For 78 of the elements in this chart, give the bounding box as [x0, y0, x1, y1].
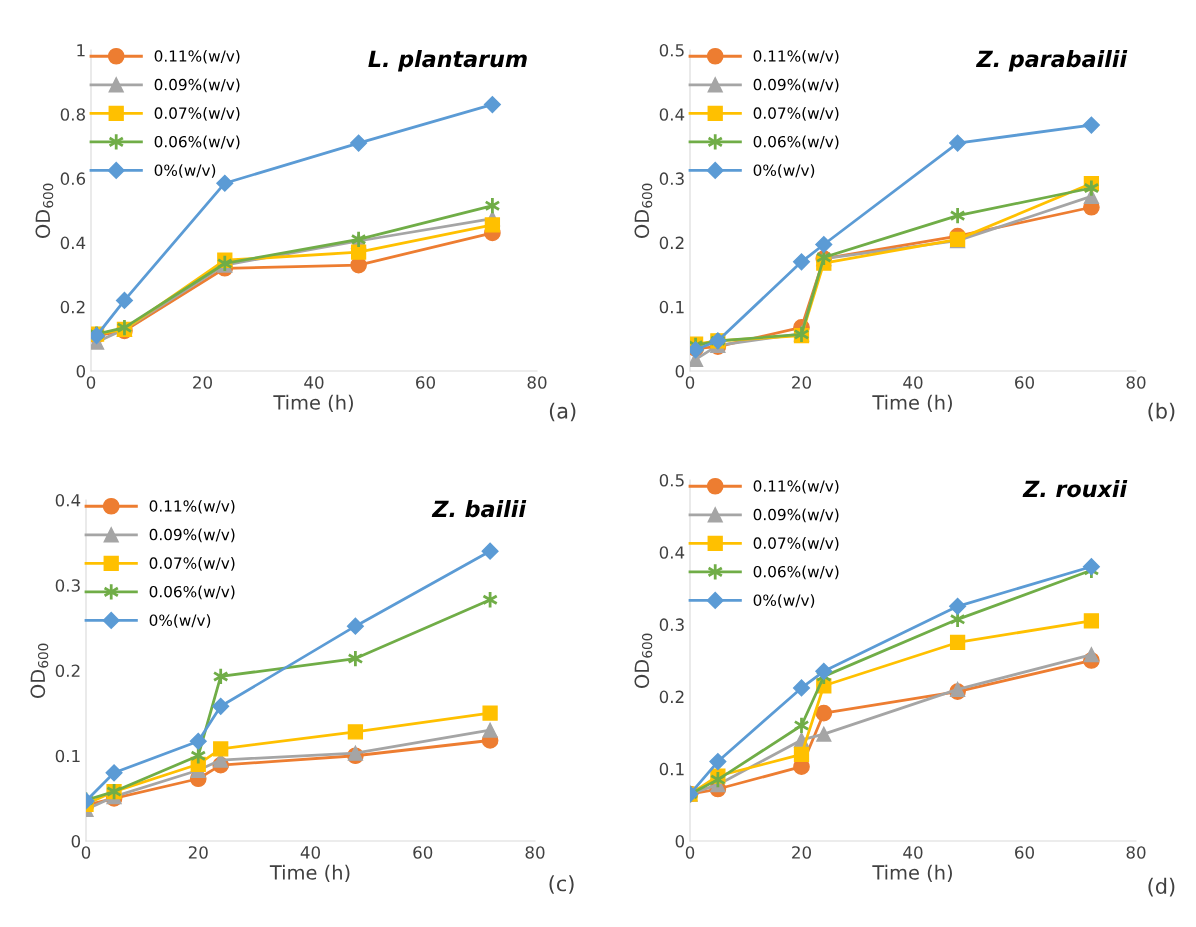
y-tick-label: 0.8 [60, 108, 85, 121]
legend-label: 0.09%(w/v) [753, 78, 839, 93]
legend-label: 0%(w/v) [753, 594, 815, 608]
legend-label: 0.11%(w/v) [154, 50, 240, 64]
y-tick-label: 0.3 [55, 579, 80, 592]
y-tick-label: 0.4 [55, 493, 81, 507]
legend-label: 0.09%(w/v) [154, 78, 240, 93]
legend-label: 0.07%(w/v) [753, 537, 839, 551]
y-tick-label: 0.4 [60, 236, 86, 250]
legend-label: 0.11%(w/v) [149, 500, 235, 514]
y-axis-title: OD$_{600}$ [35, 183, 54, 238]
x-tick-label: 60 [1015, 376, 1034, 389]
x-tick-label: 80 [1126, 846, 1146, 859]
y-tick-label: 0 [675, 364, 685, 378]
legend-label: 0%(w/v) [753, 164, 815, 178]
x-tick-label: 80 [1126, 376, 1146, 389]
text: (b) [1148, 402, 1175, 422]
y-tick-label: 0.3 [659, 618, 684, 631]
y-tick-label: 0 [76, 364, 86, 378]
chart-title: Z. bailii [431, 500, 527, 518]
text: (c) [549, 875, 574, 894]
legend-label: 0.09%(w/v) [753, 508, 839, 523]
legend-label: 0.11%(w/v) [753, 50, 839, 64]
y-tick-label: 0.4 [659, 108, 685, 121]
y-tick-label: 0.1 [659, 300, 684, 314]
x-tick-label: 0 [86, 376, 96, 389]
y-tick-label: 1 [77, 44, 85, 57]
x-tick-label: 60 [413, 846, 433, 859]
x-tick-label: 40 [304, 376, 324, 389]
x-tick-label: 40 [300, 846, 320, 859]
x-tick-label: 40 [903, 376, 923, 389]
x-tick-label: 20 [193, 376, 212, 389]
x-tick-label: 20 [188, 846, 208, 859]
x-tick-label: 0 [685, 376, 695, 389]
x-tick-label: 80 [527, 376, 547, 389]
x-tick-label: 80 [525, 846, 545, 859]
y-tick-label: 0.5 [659, 473, 684, 487]
y-tick-label: 0.2 [55, 664, 80, 678]
chart-title: Z. parabailii [975, 50, 1128, 72]
chart-title: Z. rouxii [1022, 480, 1128, 498]
y-tick-label: 0 [71, 834, 81, 848]
y-tick-label: 0.2 [659, 236, 684, 250]
legend-label: 0.06%(w/v) [753, 135, 839, 150]
x-tick-label: 20 [792, 376, 811, 389]
y-tick-label: 0.1 [55, 749, 80, 763]
y-axis-title: OD$_{600}$ [634, 633, 653, 688]
legend-label: 0%(w/v) [154, 164, 216, 178]
y-tick-label: 0.2 [60, 300, 85, 314]
y-tick-label: 0 [675, 834, 685, 848]
y-tick-label: 0.2 [659, 690, 684, 704]
x-axis-title: Time (h) [872, 864, 952, 883]
text: (a) [549, 402, 576, 422]
y-tick-label: 0.5 [659, 43, 684, 57]
y-axis-title: OD$_{600}$ [30, 643, 49, 698]
x-tick-label: 20 [792, 846, 811, 859]
y-tick-label: 0.6 [60, 172, 86, 185]
y-tick-label: 0.1 [659, 762, 684, 776]
y-axis-title: OD$_{600}$ [634, 183, 653, 238]
x-tick-label: 40 [903, 846, 923, 859]
legend-label: 0.07%(w/v) [753, 107, 839, 121]
x-axis-title: Time (h) [269, 864, 350, 883]
legend-label: 0.07%(w/v) [149, 557, 235, 571]
legend-label: 0.06%(w/v) [753, 565, 839, 580]
y-tick-label: 0.4 [659, 546, 685, 559]
legend-label: 0.09%(w/v) [149, 528, 235, 543]
legend-label: 0.06%(w/v) [154, 135, 240, 150]
x-tick-label: 60 [1015, 846, 1034, 859]
text: (d) [1148, 877, 1175, 897]
legend-label: 0.06%(w/v) [149, 585, 235, 600]
legend-label: 0.11%(w/v) [753, 480, 839, 494]
x-tick-label: 60 [416, 376, 435, 389]
x-tick-label: 0 [685, 846, 695, 859]
legend-label: 0%(w/v) [149, 614, 211, 628]
legend-label: 0.07%(w/v) [154, 107, 240, 121]
chart-title: L. plantarum [368, 50, 527, 72]
x-axis-title: Time (h) [273, 394, 353, 413]
y-tick-label: 0.3 [659, 172, 684, 185]
x-axis-title: Time (h) [872, 394, 952, 413]
